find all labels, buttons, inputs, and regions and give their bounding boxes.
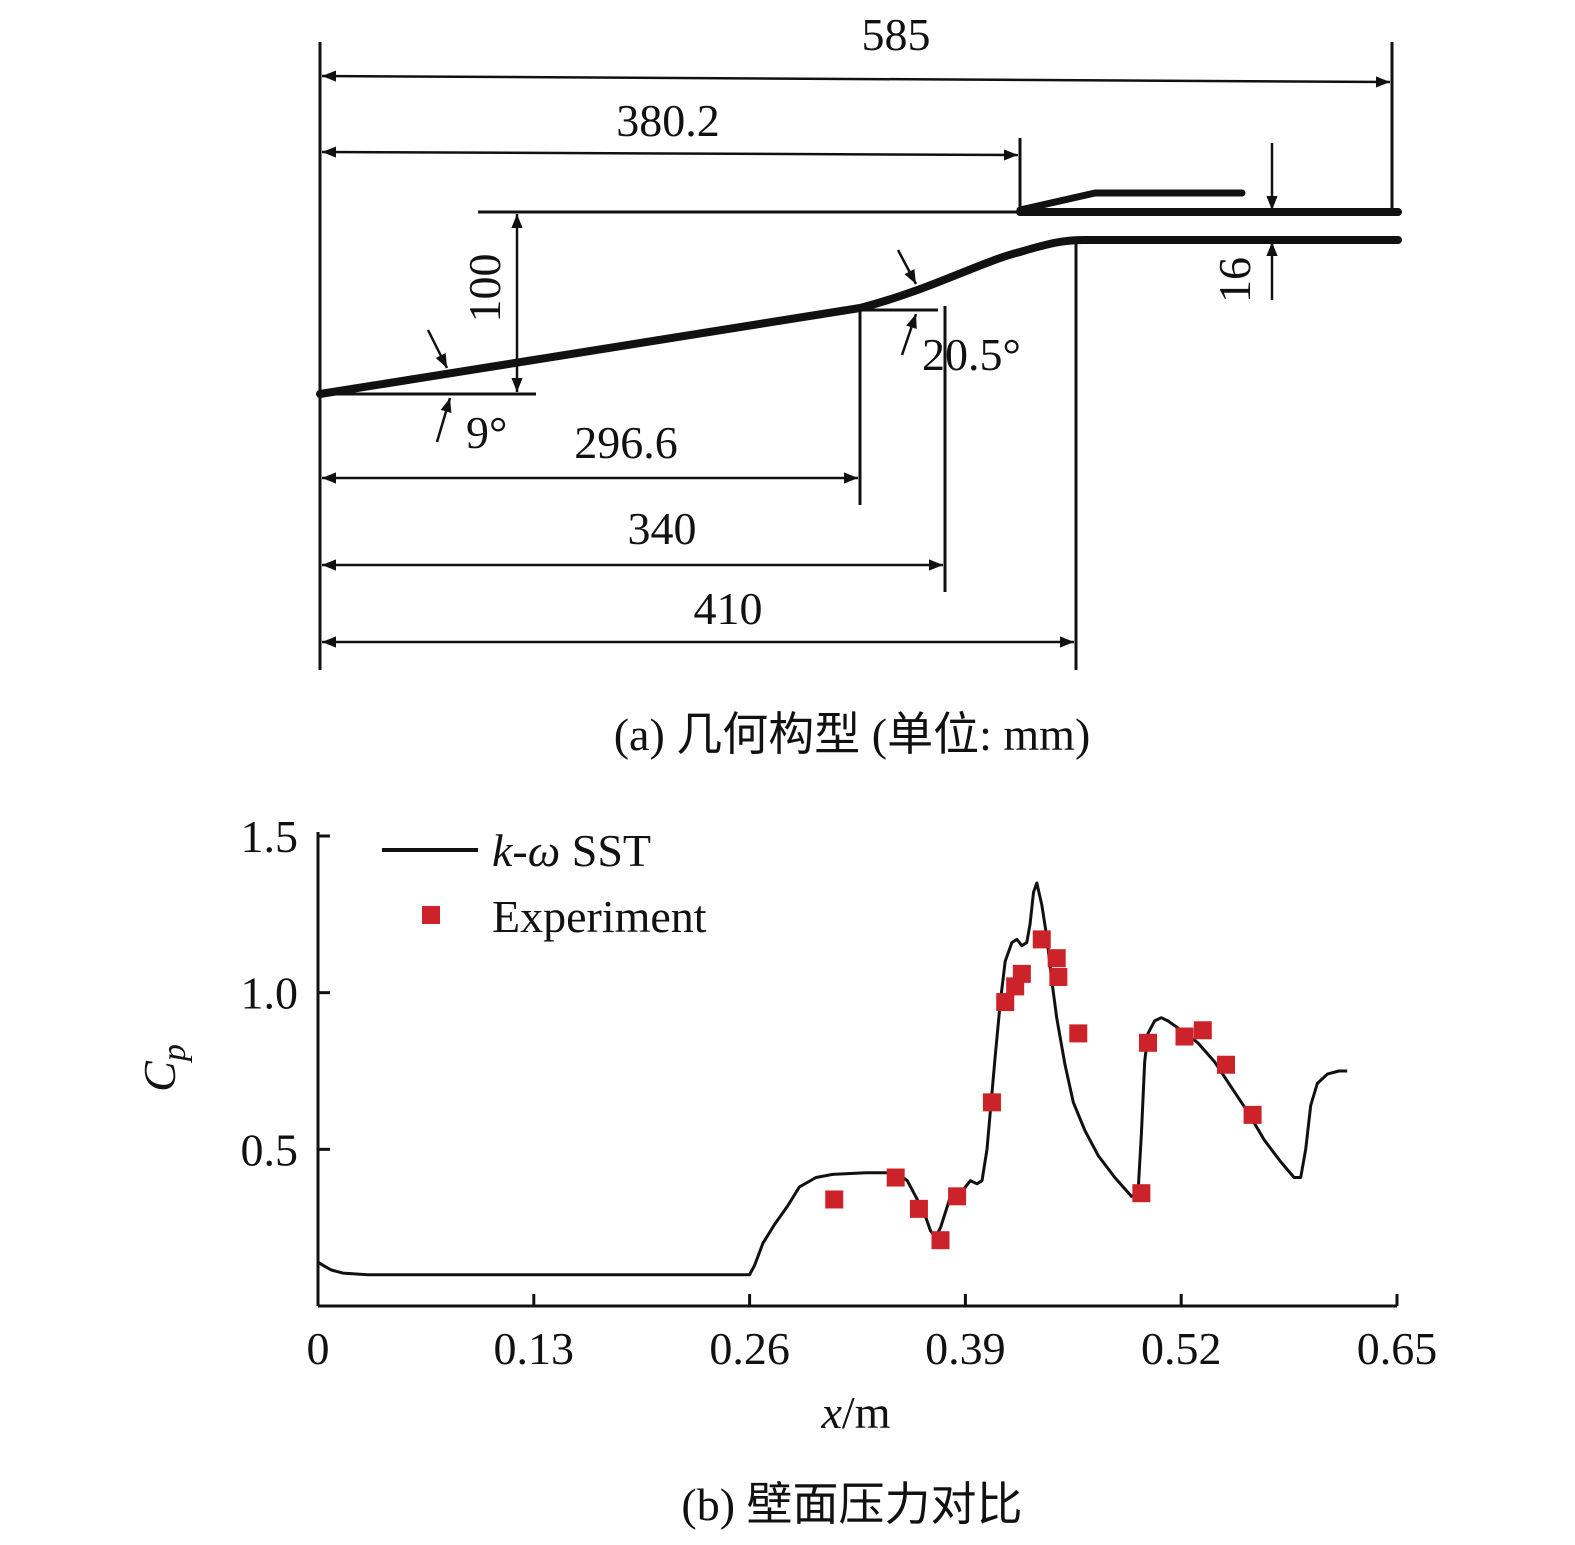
x-tick-label: 0.39	[925, 1323, 1006, 1374]
series-line-sst	[317, 881, 1348, 1277]
legend-marker-label: Experiment	[492, 891, 707, 942]
experiment-point	[1049, 968, 1068, 986]
series-line-group	[317, 881, 1348, 1277]
angle-arrow-20-top	[896, 249, 918, 285]
angle-arrow-20-bottom	[900, 313, 918, 356]
chart-legend: k-ω SST Experiment	[382, 825, 707, 942]
experiment-point	[1047, 949, 1066, 968]
experiment-point	[1012, 964, 1031, 983]
series-points-group	[825, 930, 1262, 1250]
dim-label-340: 340	[628, 503, 697, 554]
x-axis-label: x/m	[821, 1387, 891, 1438]
dim-label-296: 296.6	[574, 417, 678, 468]
experiment-point	[1175, 1027, 1194, 1046]
experiment-point	[931, 1231, 950, 1250]
experiment-point	[1032, 930, 1051, 949]
angle-arrow-9-top	[426, 329, 449, 369]
dimension-labels: 585 380.2 100 16 9° 20.5° 296.6 340 410	[459, 9, 1260, 634]
ramp-surface	[316, 236, 1402, 398]
cowl-lip	[1016, 189, 1246, 214]
experiment-point	[948, 1187, 967, 1206]
x-tick-label: 0.26	[709, 1323, 790, 1374]
legend-marker-swatch	[422, 906, 440, 924]
angle-arrow-9-bottom	[435, 397, 452, 443]
y-tick-label: 1.5	[241, 811, 299, 862]
experiment-point	[982, 1093, 1001, 1112]
legend-line-label: k-ω SST	[492, 825, 651, 876]
experiment-point	[909, 1199, 928, 1218]
chart-ticks: 0 0.13 0.26 0.39 0.52 0.65 0.5 1.0 1.5	[241, 811, 1438, 1374]
experiment-point	[996, 993, 1015, 1012]
x-tick-label: 0.65	[1357, 1323, 1438, 1374]
dim-label-410: 410	[694, 583, 763, 634]
dim-line-585	[321, 70, 1391, 88]
caption-b: (b) 壁面压力对比	[681, 1479, 1022, 1530]
experiment-point	[1132, 1184, 1151, 1203]
dim-label-16: 16	[1209, 257, 1260, 303]
experiment-point	[1217, 1055, 1236, 1074]
x-tick-label: 0.13	[494, 1323, 575, 1374]
y-tick-label: 1.0	[241, 968, 299, 1019]
chart-axes	[316, 832, 1397, 1308]
dim-label-380: 380.2	[616, 95, 720, 146]
dim-label-angle-20: 20.5°	[922, 329, 1021, 380]
y-tick-label: 0.5	[241, 1124, 299, 1175]
experiment-point	[1243, 1105, 1262, 1124]
experiment-point	[886, 1168, 905, 1187]
dim-line-380	[321, 146, 1019, 161]
experiment-point	[1139, 1033, 1157, 1052]
experiment-point	[825, 1190, 844, 1209]
experiment-point	[1193, 1021, 1212, 1040]
x-tick-label: 0.52	[1141, 1323, 1222, 1374]
caption-a: (a) 几何构型 (单位: mm)	[614, 709, 1091, 760]
dim-label-585: 585	[862, 9, 931, 60]
experiment-point	[1069, 1024, 1088, 1043]
dim-label-100: 100	[459, 254, 510, 323]
dim-label-angle-9: 9°	[466, 407, 507, 458]
pressure-chart: 0 0.13 0.26 0.39 0.52 0.65 0.5 1.0 1.5 Cp x/m k-…	[134, 811, 1437, 1438]
y-axis-label: Cp	[134, 1044, 193, 1092]
x-tick-label: 0	[307, 1323, 330, 1374]
geometry-diagram	[316, 42, 1402, 670]
